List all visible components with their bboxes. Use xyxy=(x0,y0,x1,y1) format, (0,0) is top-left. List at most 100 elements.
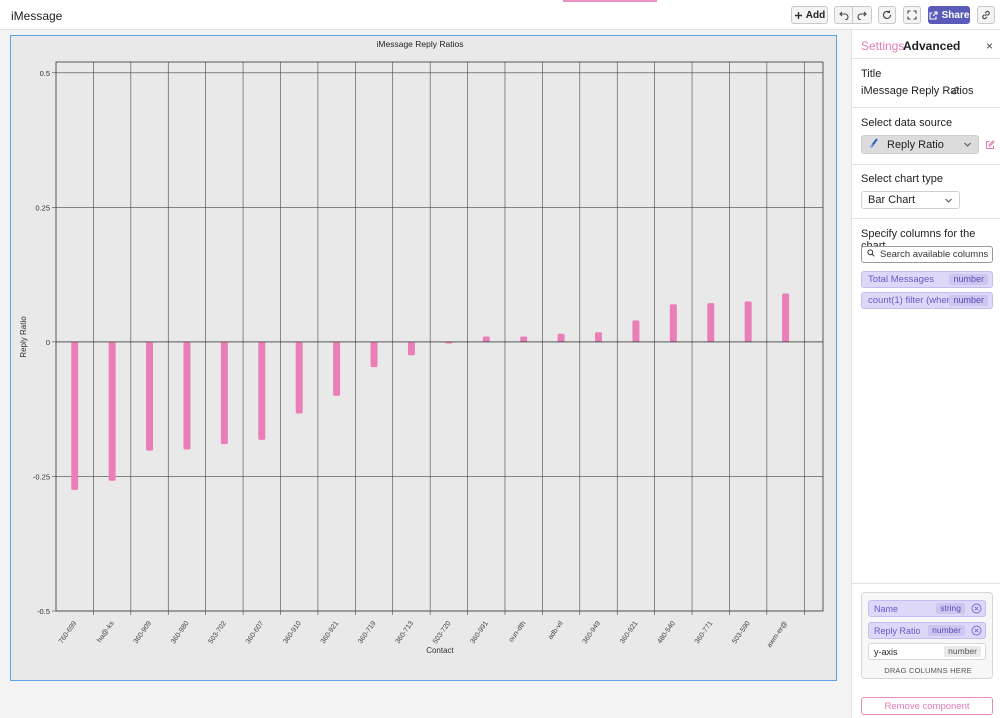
bar xyxy=(595,332,603,342)
column-type-badge: string xyxy=(936,603,965,614)
x-tick-label: 360-607 xyxy=(245,620,266,645)
x-tick-label: 360-921 xyxy=(619,620,640,645)
refresh-button[interactable] xyxy=(878,6,896,24)
share-label: Share xyxy=(941,9,970,21)
copy-link-button[interactable] xyxy=(977,6,995,24)
undo-icon xyxy=(838,10,849,20)
plus-icon xyxy=(794,11,803,20)
column-item[interactable]: Total Messages number xyxy=(861,271,993,288)
remove-component-button[interactable]: Remove component xyxy=(861,697,993,715)
charttype-select[interactable]: Bar Chart xyxy=(861,191,960,209)
bar xyxy=(146,341,154,451)
divider xyxy=(852,58,1000,59)
column-name: count(1) filter (where m... xyxy=(868,295,974,306)
refresh-icon xyxy=(882,10,892,20)
y-axis-label: Reply Ratio xyxy=(19,316,28,358)
bar xyxy=(220,341,228,445)
x-tick-label: 503-590 xyxy=(731,620,752,645)
drag-hint: DRAG COLUMNS HERE xyxy=(884,666,972,675)
column-type-badge: number xyxy=(944,646,981,657)
y-axis-column[interactable]: Reply Ratio number xyxy=(868,622,986,639)
top-bar: iMessage Add Share xyxy=(0,0,1000,30)
x-tick-label: 360-980 xyxy=(170,620,191,645)
redo-icon xyxy=(857,10,867,20)
tab-settings[interactable]: Settings xyxy=(861,39,905,53)
undo-button[interactable] xyxy=(834,6,853,24)
bar xyxy=(370,341,378,368)
column-search-input[interactable]: Search available columns xyxy=(861,246,993,263)
charttype-value: Bar Chart xyxy=(868,194,916,206)
y-tick-label: 0 xyxy=(46,338,50,347)
y-axis-slot[interactable]: y-axis number xyxy=(868,643,986,660)
bar xyxy=(557,333,565,342)
x-axis-column[interactable]: Name string xyxy=(868,600,986,617)
bar xyxy=(258,341,266,440)
bar xyxy=(407,341,415,356)
x-tick-label: 360-713 xyxy=(395,620,416,645)
x-tick-label: adb-vil xyxy=(547,620,565,641)
chevron-down-icon xyxy=(944,196,953,208)
bar xyxy=(707,303,715,342)
y-tick-label: -0.5 xyxy=(37,607,50,616)
x-tick-label: 360-991 xyxy=(469,620,490,645)
x-tick-label: 360-771 xyxy=(694,620,715,645)
divider xyxy=(852,583,1000,584)
bar xyxy=(108,341,116,481)
bar xyxy=(183,341,191,450)
tab-advanced[interactable]: Advanced xyxy=(903,39,961,53)
column-name: Total Messages xyxy=(868,274,935,285)
divider xyxy=(852,218,1000,219)
datasource-select[interactable]: Reply Ratio xyxy=(861,135,979,154)
title-value[interactable]: iMessage Reply Ratios xyxy=(861,85,974,97)
divider xyxy=(852,107,1000,108)
bar xyxy=(744,301,752,342)
x-tick-label: 760-699 xyxy=(58,620,79,645)
y-tick-label: -0.25 xyxy=(33,472,50,481)
bar xyxy=(669,304,677,342)
x-tick-label: 360-921 xyxy=(320,620,341,645)
link-icon xyxy=(981,10,991,20)
add-button[interactable]: Add xyxy=(791,6,828,24)
title-label: Title xyxy=(861,68,882,80)
edit-icon[interactable] xyxy=(985,139,995,153)
share-icon xyxy=(929,10,938,20)
datasource-label: Select data source xyxy=(861,117,953,129)
active-tab-indicator xyxy=(563,0,657,2)
bar xyxy=(782,293,790,342)
link-icon[interactable] xyxy=(951,84,960,98)
remove-column-icon[interactable] xyxy=(971,625,982,638)
bar xyxy=(632,320,640,342)
x-tick-label: 360-719 xyxy=(357,620,378,645)
search-icon xyxy=(867,249,875,260)
add-label: Add xyxy=(805,9,826,21)
y-tick-label: 0.5 xyxy=(40,69,50,78)
remove-column-icon[interactable] xyxy=(971,603,982,616)
x-tick-label: ha@-ks xyxy=(96,620,116,644)
datasource-value: Reply Ratio xyxy=(887,138,944,151)
chevron-down-icon xyxy=(963,140,972,152)
close-icon[interactable]: × xyxy=(986,39,994,53)
column-item[interactable]: count(1) filter (where m... number xyxy=(861,292,993,309)
x-tick-label: oun-dth xyxy=(508,620,527,644)
chart-title: iMessage Reply Ratios xyxy=(377,39,464,49)
charttype-label: Select chart type xyxy=(861,173,943,185)
bar xyxy=(295,341,303,414)
search-placeholder: Search available columns xyxy=(880,249,989,260)
fullscreen-button[interactable] xyxy=(903,6,921,24)
database-icon xyxy=(869,138,879,151)
column-type-badge: number xyxy=(928,625,965,636)
chart-component[interactable]: 0.5 0.25 0 -0.25 -0.5 760-699 ha@-ks 360-909 360… xyxy=(10,35,837,681)
fullscreen-icon xyxy=(907,10,917,20)
app-title: iMessage xyxy=(11,9,63,23)
share-button[interactable]: Share xyxy=(928,6,970,24)
column-type-badge: number xyxy=(949,274,988,285)
redo-button[interactable] xyxy=(853,6,872,24)
bar xyxy=(333,341,341,396)
y-tick-label: 0.25 xyxy=(35,203,50,212)
bar-chart: 0.5 0.25 0 -0.25 -0.5 760-699 ha@-ks 360-909 360… xyxy=(19,39,824,655)
x-axis-name: Name xyxy=(874,603,899,614)
x-tick-label: 360-909 xyxy=(133,620,154,645)
bar xyxy=(71,341,79,490)
axis-drop-zone[interactable]: Name string Reply Ratio number y-axis nu… xyxy=(861,592,993,679)
x-tick-label: awm-er@ xyxy=(766,620,789,649)
